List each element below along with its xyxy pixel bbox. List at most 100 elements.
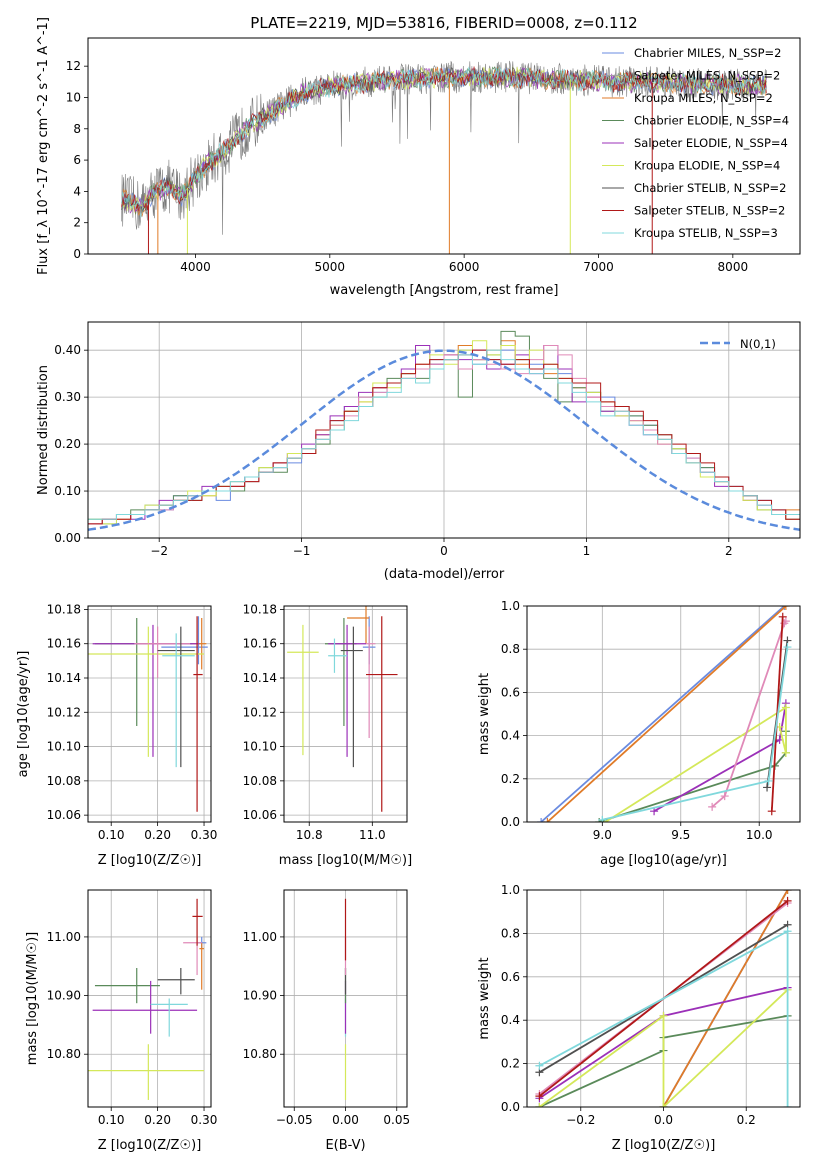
axes-frame <box>87 321 801 539</box>
legend-entry: Chabrier STELIB, N_SSP=2 <box>634 181 786 195</box>
errorbar-point <box>347 606 370 644</box>
errorbar-point <box>192 898 203 946</box>
x-tick-label: 0.10 <box>98 1113 125 1127</box>
x-tick-label: 7000 <box>583 260 614 274</box>
y-tick-label: 0.2 <box>501 1057 520 1071</box>
x-tick-label: 0.10 <box>98 828 125 842</box>
x-axis-label: Z [log10(Z/Z☉)] <box>612 1138 716 1153</box>
y-tick-label: 4 <box>73 184 81 198</box>
x-tick-label: 0.0 <box>654 1113 673 1127</box>
weight-marker <box>535 1103 544 1107</box>
y-tick-label: 10.10 <box>47 740 81 754</box>
axes-frame <box>526 605 801 823</box>
x-tick-label: 0.00 <box>332 1113 359 1127</box>
x-tick-label: 9.5 <box>671 828 690 842</box>
weight-marker <box>781 748 790 757</box>
errorbar-point <box>94 618 193 726</box>
weight-marker <box>778 612 787 621</box>
y-tick-label: 10.18 <box>47 602 81 616</box>
weight-marker <box>535 1061 544 1070</box>
x-tick-label: 5000 <box>315 260 346 274</box>
residuals-panel: −2 −1 0 1 2 0.00 0.10 0.20 0.30 0.40 N(0,1) (data-m… <box>36 321 801 582</box>
y-tick-label: 0.8 <box>501 642 520 656</box>
weight-marker <box>783 927 792 936</box>
weight-marker <box>781 703 790 712</box>
histogram-lines <box>88 330 800 538</box>
axes-frame <box>283 605 408 823</box>
weight-vs-age-panel: 9.0 9.5 10.0 0.0 0.2 0.4 0.6 0.8 1.0 age [log10(a… <box>477 599 801 868</box>
x-tick-label: 0.30 <box>191 1113 218 1127</box>
errorbar-point <box>193 616 203 812</box>
y-tick-label: 0.8 <box>501 926 520 940</box>
mass-vs-EBV-panel: −0.05 0.00 0.05 10.80 10.90 11.00 E(B-V) <box>243 889 410 1153</box>
weight-line <box>546 606 787 822</box>
errorbar-point <box>366 616 398 812</box>
x-axis-label: mass [log10(M/M☉)] <box>279 853 412 868</box>
y-tick-label: 10.08 <box>47 774 81 788</box>
histogram-step <box>88 349 800 538</box>
y-tick-label: 10.06 <box>47 808 81 822</box>
y-tick-label: 0.10 <box>54 484 81 498</box>
x-tick-label: −0.2 <box>566 1113 595 1127</box>
weight-marker <box>543 818 552 822</box>
errorbar-point <box>161 616 208 665</box>
weight-marker <box>659 1011 668 1020</box>
x-tick-label: 0.30 <box>191 828 218 842</box>
x-tick-label: 11.0 <box>359 828 386 842</box>
errorbar-point <box>183 936 202 976</box>
x-tick-label: −1 <box>293 544 311 558</box>
weight-lines <box>535 890 792 1107</box>
x-axis-label: Z [log10(Z/Z☉)] <box>98 1138 202 1153</box>
y-tick-label: 10.14 <box>47 671 81 685</box>
errorbar-point <box>199 942 205 990</box>
y-axis-label: mass weight <box>477 673 492 755</box>
weight-line <box>604 705 787 822</box>
weight-marker <box>781 606 790 610</box>
weight-lines <box>537 606 792 822</box>
y-tick-label: 0.6 <box>501 970 520 984</box>
y-tick-label: 0.4 <box>501 1013 520 1027</box>
weight-marker <box>767 807 776 816</box>
y-tick-label: 10.80 <box>47 1047 81 1061</box>
weight-marker <box>763 783 772 792</box>
x-tick-label: 0.2 <box>737 1113 756 1127</box>
y-tick-label: 10.18 <box>243 602 277 616</box>
errorbar-points <box>88 898 207 1100</box>
errorbar-point <box>287 624 319 756</box>
x-axis-label: age [log10(age/yr)] <box>600 853 727 868</box>
y-tick-label: 0.0 <box>501 815 520 829</box>
x-tick-label: 8000 <box>718 260 749 274</box>
weight-vs-Z-panel: −0.2 0.0 0.2 0.0 0.2 0.4 0.6 0.8 1.0 Z [log10(Z/Z… <box>477 883 801 1153</box>
errorbar-point <box>325 618 357 726</box>
model-spectrum-line <box>121 66 767 218</box>
y-tick-label: 1.0 <box>501 599 520 613</box>
x-tick-label: 2 <box>725 544 733 558</box>
errorbar-point <box>150 998 188 1037</box>
errorbar-point <box>157 968 195 995</box>
errorbar-point <box>328 638 348 673</box>
weight-marker <box>783 643 792 652</box>
x-tick-label: 9.0 <box>593 828 612 842</box>
legend-entry: N(0,1) <box>740 337 776 351</box>
y-tick-label: 10.80 <box>243 1047 277 1061</box>
weight-line <box>662 890 789 1107</box>
legend-entry: Chabrier MILES, N_SSP=2 <box>634 46 781 60</box>
errorbar-point <box>92 980 198 1034</box>
weight-line <box>540 606 785 822</box>
chart-title: PLATE=2219, MJD=53816, FIBERID=0008, z=0… <box>250 14 637 32</box>
spectrum-panel: 4000 5000 6000 7000 8000 0 2 4 6 8 10 12 PLATE=2219,… <box>36 14 801 298</box>
weight-marker <box>783 896 792 905</box>
errorbar-point <box>92 624 200 757</box>
legend-entry: Salpeter STELIB, N_SSP=2 <box>634 204 785 218</box>
errorbar-point <box>340 626 363 768</box>
y-tick-label: 0.30 <box>54 390 81 404</box>
legend-entry: Salpeter MILES, N_SSP=2 <box>634 69 780 83</box>
legend-entry: Chabrier ELODIE, N_SSP=4 <box>634 114 789 128</box>
y-tick-label: 12 <box>66 59 81 73</box>
x-axis-label: wavelength [Angstrom, rest frame] <box>330 283 559 298</box>
y-tick-label: 6 <box>73 153 81 167</box>
errorbar-point <box>366 626 376 738</box>
errorbar-point <box>88 626 205 757</box>
model-spectrum-line <box>121 66 767 212</box>
